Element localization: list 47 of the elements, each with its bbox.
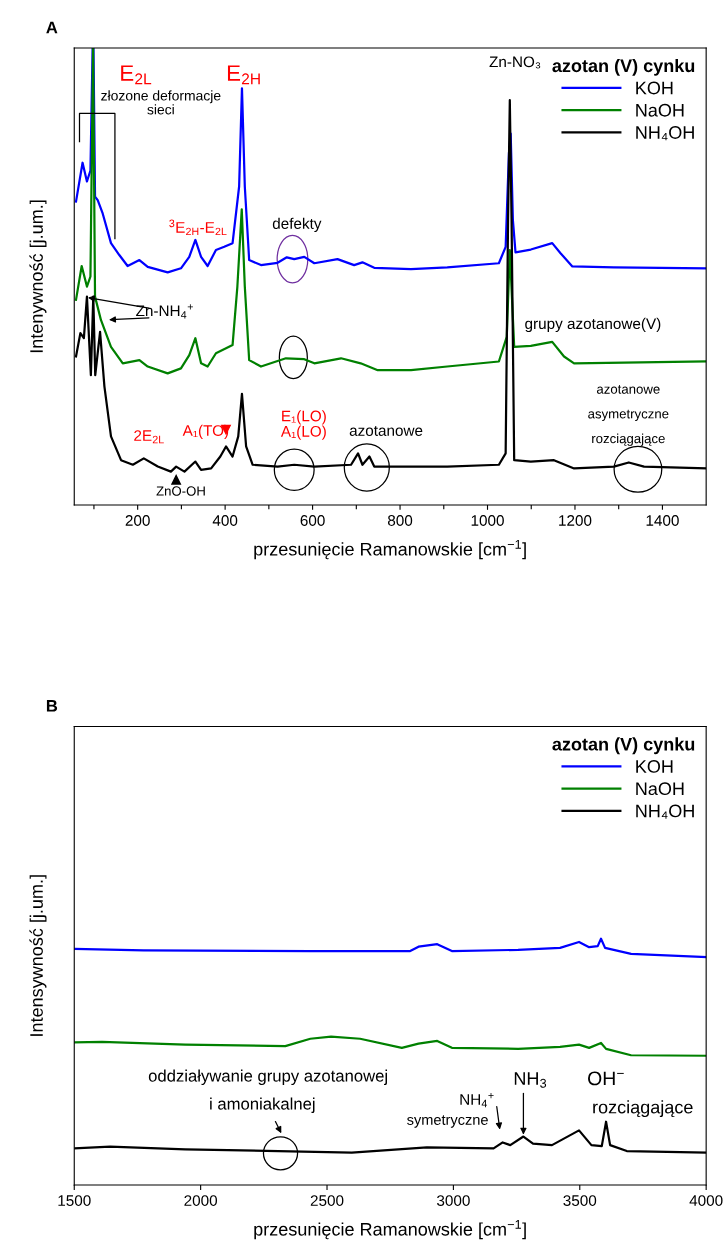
annotation: i amoniakalnej [210,1097,315,1114]
x-axis-title: przesunięcie Ramanowskie [cm$^{−1}$] [254,1220,526,1240]
legend-label: NH₄OH [636,126,694,141]
annotation: ZnO-OH [156,486,205,496]
x-tick-label: 1400 [646,515,679,526]
legend-label: KOH [636,760,673,773]
x-tick-label: 3000 [436,1195,470,1206]
x-tick-label: 3500 [563,1195,597,1206]
annotation: rozciągające [593,1100,693,1118]
annotation: 2E$_{2L}$ [134,430,164,444]
annotation: symetryczne [407,1115,488,1128]
annotation: OH$^{−}$ [588,1071,624,1086]
annotation: NH$_{3}$ [514,1072,547,1088]
chart-title: A [46,21,58,34]
annotation: $^{3}$E$_{2H}$-E$_{2L}$ [169,219,227,236]
x-tick-label: 400 [212,515,238,526]
x-axis-title: przesunięcie Ramanowskie [cm$^{−1}$] [254,540,526,560]
x-tick-label: 2000 [184,1195,218,1206]
legend-label: NH₄OH [636,804,694,819]
annotation: defekty [272,217,322,232]
y-axis-title: Intenywność [j.um.] [29,200,47,353]
x-tick-label: 600 [300,515,325,526]
annotation: Zn-NH$_{4}$$^{+}$ [136,304,193,319]
x-tick-label: 1200 [559,515,592,526]
x-tick-label: 800 [387,515,413,526]
legend-title: azotan (V) cynku [552,737,695,755]
annotation: grupy azotanowe(V) [525,317,661,333]
x-tick-label: 1000 [471,515,504,526]
annotation: E$_{2H}$ [227,65,260,85]
legend-title: azotan (V) cynku [552,58,695,76]
annotation: Zn-NO₃ [489,56,541,69]
annotation: oddziaływanie grupy azotanowej [148,1069,387,1086]
x-tick-label: 4000 [689,1195,723,1206]
legend-label: KOH [636,81,673,95]
annotation: E₁(LO) A₁(LO) [280,410,326,440]
annotation: NH$_{4}$$^{+}$ [460,1092,494,1108]
chart-title: B [46,700,58,712]
legend-label: NaOH [636,103,684,117]
x-tick-label: 200 [125,515,150,526]
x-tick-label: 1500 [58,1195,91,1206]
legend-label: NaOH [636,782,684,796]
annotation: azotanowe [349,425,423,436]
text: azotanowe asymetryczne rozciągające [588,385,669,446]
annotation: złozone deformacje sieci [101,90,221,115]
x-tick-label: 2500 [310,1195,344,1206]
annotation: E$_{2L}$ [121,65,152,85]
y-axis-title: Intensywność [j.um.] [29,875,47,1036]
